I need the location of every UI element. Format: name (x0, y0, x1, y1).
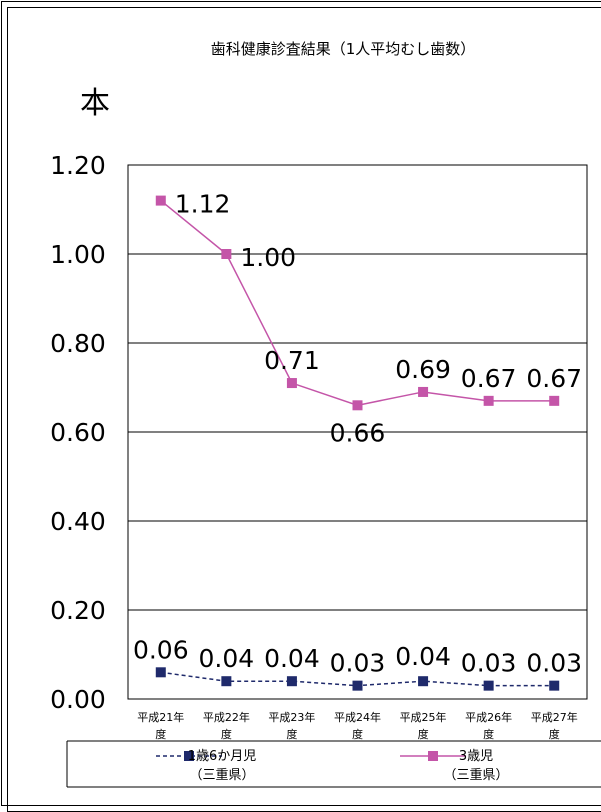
chart-title: 歯科健康診査結果（1人平均むし歯数） (211, 40, 476, 58)
data-point-marker (352, 680, 363, 691)
data-label: 0.03 (461, 649, 517, 678)
x-tick-label: 平成23年 (268, 710, 315, 724)
x-tick-label: 平成21年 (137, 710, 184, 724)
x-tick-label: 度 (221, 727, 232, 741)
data-label: 0.69 (395, 355, 451, 384)
y-tick-label: 1.00 (50, 240, 106, 269)
x-tick-label: 度 (418, 727, 429, 741)
x-tick-label: 平成25年 (400, 710, 447, 724)
data-point-marker (418, 676, 429, 687)
y-tick-label: 1.20 (50, 151, 106, 180)
data-point-marker (155, 667, 166, 678)
x-tick-label: 平成24年 (334, 710, 381, 724)
data-label: 0.03 (330, 649, 386, 678)
data-label: 1.12 (175, 190, 231, 219)
data-point-marker (418, 386, 429, 397)
y-tick-label: 0.80 (50, 329, 106, 358)
x-tick-label: 度 (352, 727, 363, 741)
data-label: 0.04 (395, 642, 451, 671)
data-point-marker (155, 195, 166, 206)
data-label: 0.71 (264, 346, 320, 375)
x-tick-label: 度 (286, 727, 297, 741)
data-point-marker (483, 395, 494, 406)
data-point-marker (549, 680, 560, 691)
y-axis-unit-label: 本 (80, 86, 110, 121)
data-label: 0.66 (330, 418, 386, 447)
data-label: 0.67 (461, 364, 517, 393)
y-tick-label: 0.00 (50, 685, 106, 714)
data-label: 0.06 (133, 635, 189, 664)
data-label: 0.03 (526, 649, 582, 678)
data-point-marker (221, 676, 232, 687)
y-tick-label: 0.40 (50, 507, 106, 536)
data-point-marker (286, 378, 297, 389)
legend-swatch-marker (428, 751, 438, 761)
data-point-marker (549, 395, 560, 406)
data-label: 1.00 (240, 243, 296, 272)
data-point-marker (221, 249, 232, 259)
legend-label: 1歳6か月児 (188, 749, 257, 764)
legend-swatch-marker (184, 751, 194, 761)
data-label: 0.04 (199, 644, 255, 673)
data-label: 0.67 (526, 364, 582, 393)
y-tick-label: 0.20 (50, 596, 106, 625)
x-tick-label: 平成26年 (465, 710, 512, 724)
y-tick-label: 0.60 (50, 418, 106, 447)
legend-label: （三重県） (189, 767, 254, 783)
x-tick-label: 度 (483, 727, 494, 741)
legend-label: 3歳児 (459, 749, 493, 764)
x-tick-label: 度 (155, 727, 166, 741)
data-point-marker (483, 680, 494, 691)
x-tick-label: 平成27年 (531, 710, 578, 724)
legend-label: （三重県） (443, 767, 508, 783)
data-label: 0.04 (264, 644, 320, 673)
x-tick-label: 平成22年 (203, 710, 250, 724)
data-point-marker (352, 400, 363, 411)
x-tick-label: 度 (549, 727, 560, 741)
data-point-marker (286, 676, 297, 687)
